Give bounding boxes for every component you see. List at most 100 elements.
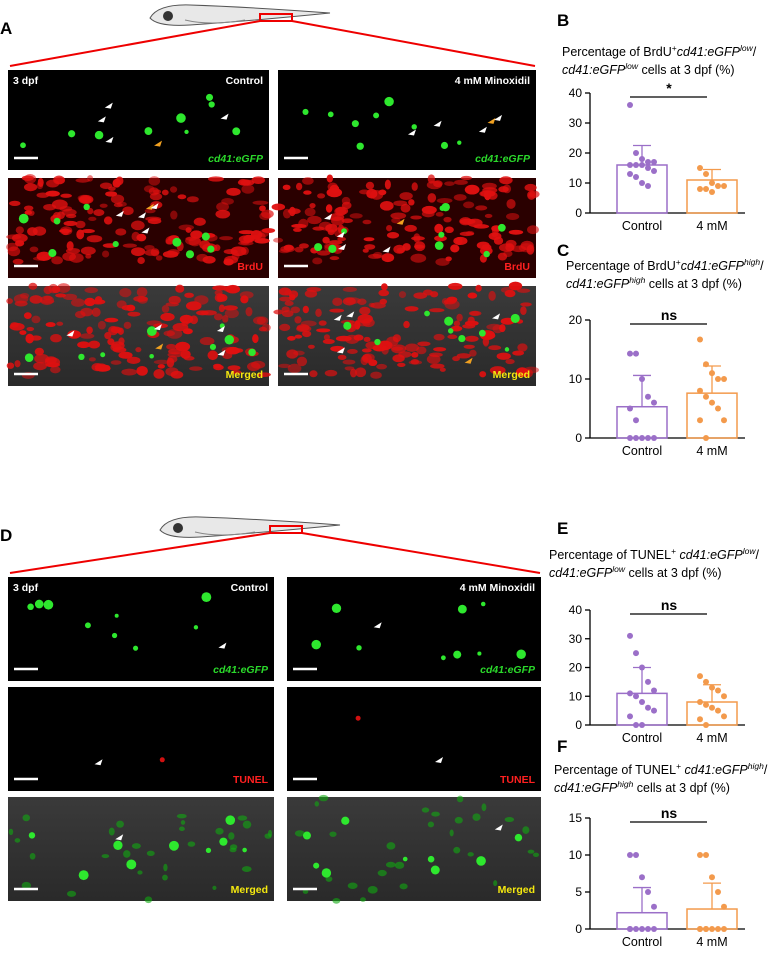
cell [240,179,255,186]
cell [417,341,431,347]
chart-title: Percentage of BrdU+cd41:eGFPhigh/ [566,257,764,273]
cell [329,831,337,837]
cell [23,312,32,319]
cell [19,292,30,299]
cell [241,184,255,194]
cell [317,250,331,256]
cell [29,246,39,253]
cell [303,190,312,195]
cell [163,863,168,872]
title-run: cd41:eGFP [681,259,745,273]
cell [444,181,455,186]
title-run: / [760,259,764,273]
cell [410,358,420,365]
cell [493,880,498,887]
chart-title: cd41:eGFPlow cells at 3 dpf (%) [562,61,735,77]
data-point [709,399,715,406]
cell [296,324,310,332]
cell [209,343,217,351]
arrowhead [336,347,345,354]
data-point [627,632,633,639]
cell [116,300,127,309]
y-tick-label: 30 [569,116,583,130]
cell [179,826,185,832]
cell [524,183,537,192]
cell [15,226,24,234]
cell [386,224,393,232]
cell [284,300,294,306]
cell [447,334,458,340]
cell [356,645,362,651]
data-point [639,376,645,382]
cell [222,352,233,359]
cell [287,208,301,215]
cell [438,231,445,238]
cell [146,850,155,856]
cell [294,830,305,837]
cell [213,244,221,252]
cell [467,218,483,228]
cell [532,852,540,857]
title-run: high [744,257,760,267]
cell [222,315,229,323]
cell [88,340,101,349]
cell [200,310,217,316]
cell [403,320,410,329]
cell [399,883,408,890]
cell [24,353,34,362]
cell [55,293,67,298]
cell [467,292,478,299]
cell [399,192,413,200]
data-point [627,926,633,932]
cell [43,286,53,295]
title-run: + [672,43,677,53]
cell [311,639,321,650]
cell [104,317,119,323]
zoom-box [269,525,303,534]
cell [294,334,303,339]
data-point [645,165,651,171]
cell [14,300,28,307]
cell [411,236,425,241]
fish-body [149,4,331,26]
arrowhead [97,116,106,123]
cell [172,323,189,332]
cell [153,359,170,365]
cell [84,287,99,294]
cell [132,645,139,651]
cell [381,253,395,263]
cell [368,359,378,367]
cell [411,182,418,191]
cell [6,362,15,369]
cell [347,882,358,889]
data-point [651,903,657,910]
cell [184,129,189,135]
cell [504,817,515,823]
data-point [715,687,721,694]
data-point [697,673,703,680]
data-point [715,707,721,714]
data-point [697,699,703,705]
cell [184,292,194,298]
y-tick-label: 5 [575,885,582,899]
cell [27,603,34,611]
cell [248,348,256,357]
cell [144,896,153,904]
significance-label: ns [661,597,678,613]
cell [386,232,400,239]
arrowhead [66,330,75,337]
cell [288,290,299,299]
cell [225,346,241,355]
data-point [633,417,639,424]
micrograph: Merged [273,281,540,386]
data-point [651,687,657,694]
cell [205,847,212,853]
cell [385,861,396,868]
data-point [709,926,715,932]
cell [32,256,49,261]
data-point [627,713,633,720]
cell [83,203,90,211]
cell [500,287,514,294]
cell [430,865,440,875]
cell [435,258,450,266]
